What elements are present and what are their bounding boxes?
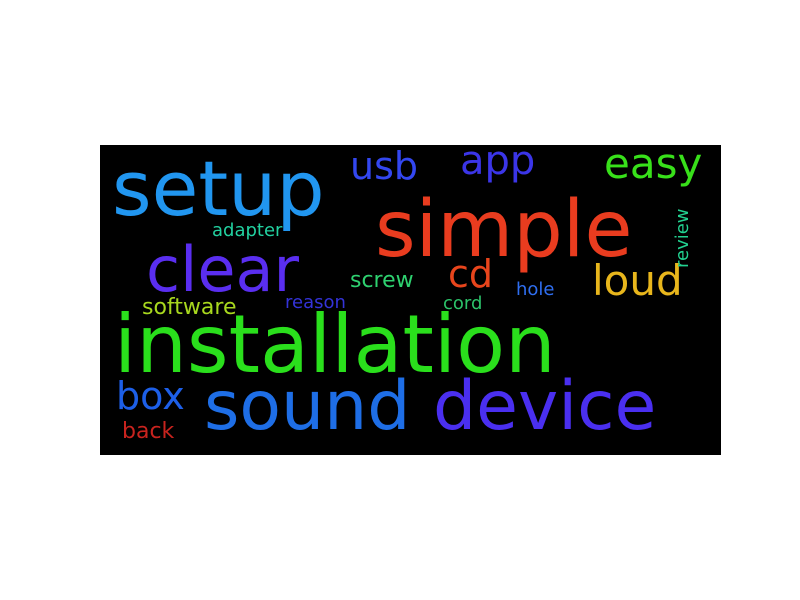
word-software: software	[142, 295, 237, 320]
word-loud: loud	[592, 256, 683, 305]
word-installation: installation	[114, 298, 556, 391]
word-reason: reason	[285, 292, 346, 313]
word-usb: usb	[350, 145, 419, 188]
word-app: app	[460, 145, 536, 184]
word-device: device	[433, 367, 657, 446]
word-sound: sound	[204, 367, 411, 446]
word-cd: cd	[448, 252, 494, 296]
word-cloud: installation simple setup device sound c…	[100, 145, 721, 455]
word-clear: clear	[146, 233, 299, 306]
word-setup: setup	[112, 145, 325, 233]
word-review: review	[672, 208, 693, 268]
word-easy: easy	[604, 145, 703, 188]
word-box: box	[116, 374, 185, 418]
word-hole: hole	[516, 279, 555, 300]
word-cord: cord	[443, 293, 483, 314]
word-simple: simple	[375, 185, 633, 275]
word-adapter: adapter	[212, 220, 283, 241]
word-back: back	[122, 419, 175, 444]
word-screw: screw	[350, 268, 414, 293]
